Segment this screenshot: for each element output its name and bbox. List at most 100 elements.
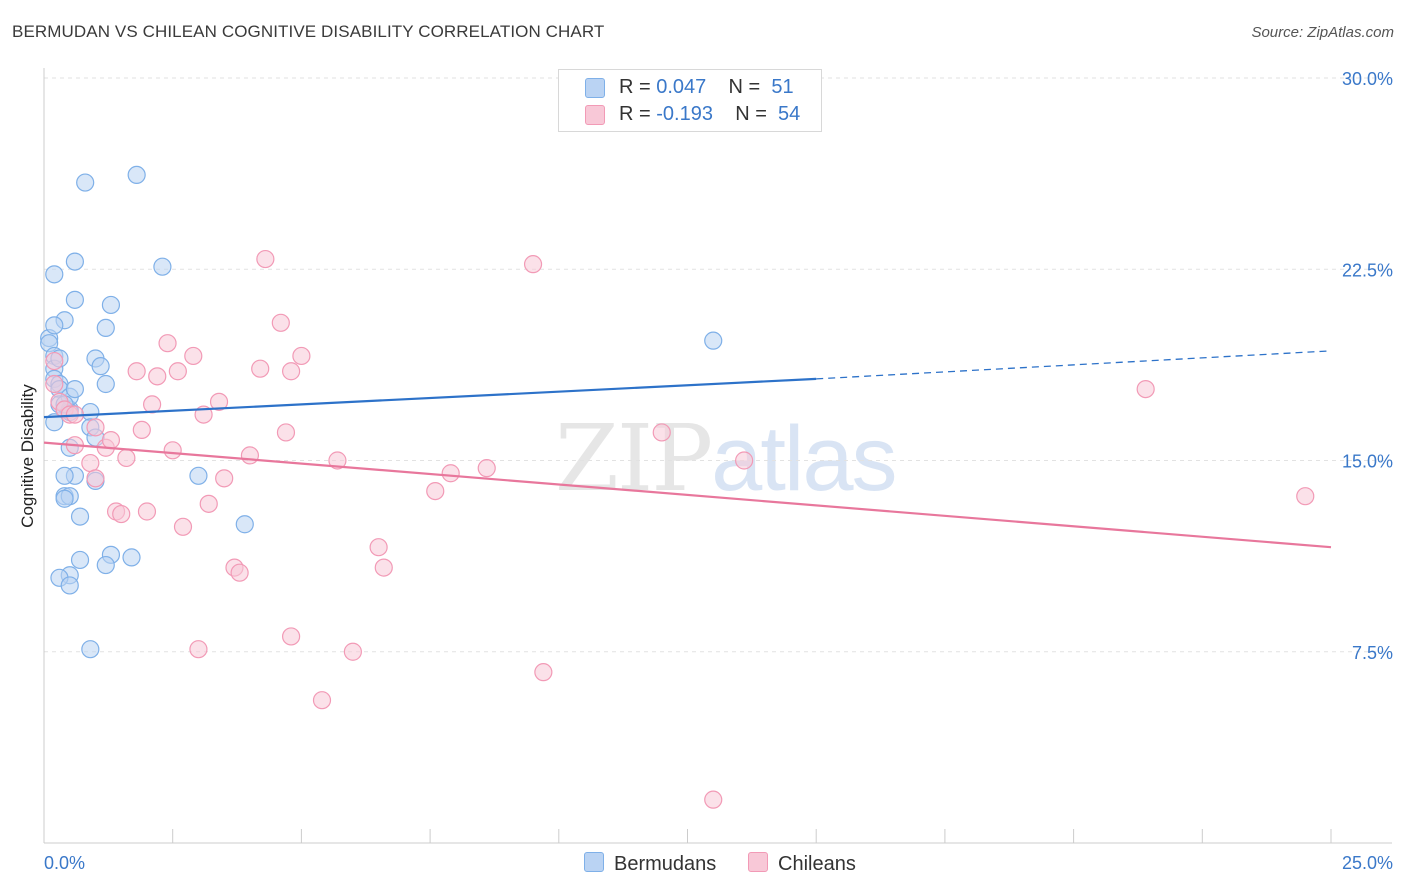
chilean-point <box>523 255 543 274</box>
bermudan-point <box>235 515 254 534</box>
chilean-point <box>143 395 162 414</box>
chilean-point <box>184 346 203 366</box>
chilean-point <box>86 418 105 437</box>
chilean-point <box>251 359 270 378</box>
tick-labels: 7.5% 15.0% 22.5% 30.0% 0.0% 25.0% <box>44 69 1393 873</box>
x-tick-label-max: 25.0% <box>1342 853 1393 873</box>
chilean-point <box>101 431 121 450</box>
chilean-point <box>168 362 187 381</box>
chilean-point <box>343 642 362 661</box>
bermudan-point <box>45 265 64 284</box>
chilean-point <box>132 420 151 439</box>
chilean-point <box>199 494 218 513</box>
bermudan-point <box>65 290 84 309</box>
chileans-swatch <box>585 105 605 125</box>
axes <box>43 68 1392 844</box>
grid-lines <box>44 77 1392 653</box>
chilean-point <box>86 469 105 488</box>
bermudan-point <box>65 252 84 271</box>
chilean-point <box>1136 380 1155 399</box>
legend-n-label: N = <box>728 76 761 98</box>
chilean-point <box>215 469 234 488</box>
y-tick-label: 22.5% <box>1342 260 1393 280</box>
chilean-point <box>312 691 332 710</box>
chilean-point <box>117 448 136 468</box>
chilean-point <box>477 459 496 478</box>
chilean-point <box>282 362 301 381</box>
bermudan-point <box>70 550 90 570</box>
bermudans-legend-swatch <box>584 852 604 872</box>
legend-r-label: R = <box>619 103 651 125</box>
chileans-legend-label: Chileans <box>778 853 856 875</box>
chilean-point <box>1296 487 1315 506</box>
chilean-point <box>441 464 460 483</box>
chilean-point <box>230 563 249 582</box>
chilean-point <box>45 351 64 371</box>
chilean-point <box>158 334 177 353</box>
chilean-point <box>45 374 64 394</box>
bermudan-point <box>55 466 74 485</box>
data-points <box>40 165 1315 809</box>
y-tick-label: 7.5% <box>1352 643 1393 663</box>
bermudan-point <box>70 507 90 526</box>
chilean-point <box>137 502 157 521</box>
chilean-point <box>374 558 393 577</box>
legend-r-value: -0.193 <box>656 103 713 125</box>
chilean-point <box>163 441 182 460</box>
bermudan-point <box>45 316 64 335</box>
chilean-point <box>173 517 193 536</box>
chilean-point <box>256 249 275 269</box>
bermudan-point <box>96 374 115 394</box>
y-tick-label: 15.0% <box>1342 452 1393 472</box>
chilean-point <box>735 451 754 470</box>
chilean-point <box>328 451 347 470</box>
bermudans-trend-extension <box>816 350 1332 380</box>
trend-lines <box>43 350 1332 549</box>
bermudan-point <box>45 413 64 432</box>
chilean-point <box>282 627 301 646</box>
legend-n-value: 51 <box>771 76 794 98</box>
bermudan-point <box>76 173 95 192</box>
bermudan-point <box>65 380 84 399</box>
chilean-point <box>271 313 290 332</box>
chilean-point <box>426 482 445 501</box>
bermudan-point <box>55 489 74 508</box>
chart-source: Source: ZipAtlas.com <box>1251 24 1394 41</box>
chileans-trend-line <box>43 441 1332 549</box>
chilean-point <box>369 538 388 557</box>
bermudan-point <box>101 295 121 315</box>
chart-title: BERMUDAN VS CHILEAN COGNITIVE DISABILITY… <box>12 22 605 41</box>
chileans-legend-swatch <box>748 852 768 872</box>
y-tick-label: 30.0% <box>1342 69 1393 89</box>
bermudan-point <box>122 548 141 567</box>
chilean-point <box>534 663 553 682</box>
bermudans-swatch <box>585 78 605 98</box>
bermudan-point <box>127 165 146 184</box>
chilean-point <box>704 790 723 809</box>
bermudan-point <box>96 318 115 337</box>
x-tick-label-min: 0.0% <box>44 853 85 873</box>
chilean-point <box>127 362 146 381</box>
bermudans-trend-line <box>43 377 817 419</box>
bermudan-point <box>81 402 100 422</box>
chilean-point <box>189 640 208 659</box>
bottom-legend-chileans: Chileans <box>748 852 856 876</box>
bermudan-point <box>153 257 172 276</box>
legend-n-value: 54 <box>778 103 801 125</box>
legend-r-label: R = <box>619 76 651 98</box>
y-axis-label: Cognitive Disability <box>18 384 37 528</box>
bermudans-legend-label: Bermudans <box>614 853 717 875</box>
legend-r-value: 0.047 <box>656 76 707 98</box>
bermudan-point <box>91 357 110 376</box>
bottom-legend-bermudans: Bermudans <box>584 852 716 876</box>
chilean-point <box>240 446 260 465</box>
chilean-point <box>81 453 100 473</box>
bermudan-point <box>704 331 723 350</box>
bermudan-point <box>189 466 208 485</box>
chilean-point <box>209 392 229 411</box>
bermudan-point <box>60 576 79 595</box>
chilean-point <box>292 346 311 366</box>
bermudan-point <box>81 640 100 659</box>
chilean-point <box>276 423 296 442</box>
